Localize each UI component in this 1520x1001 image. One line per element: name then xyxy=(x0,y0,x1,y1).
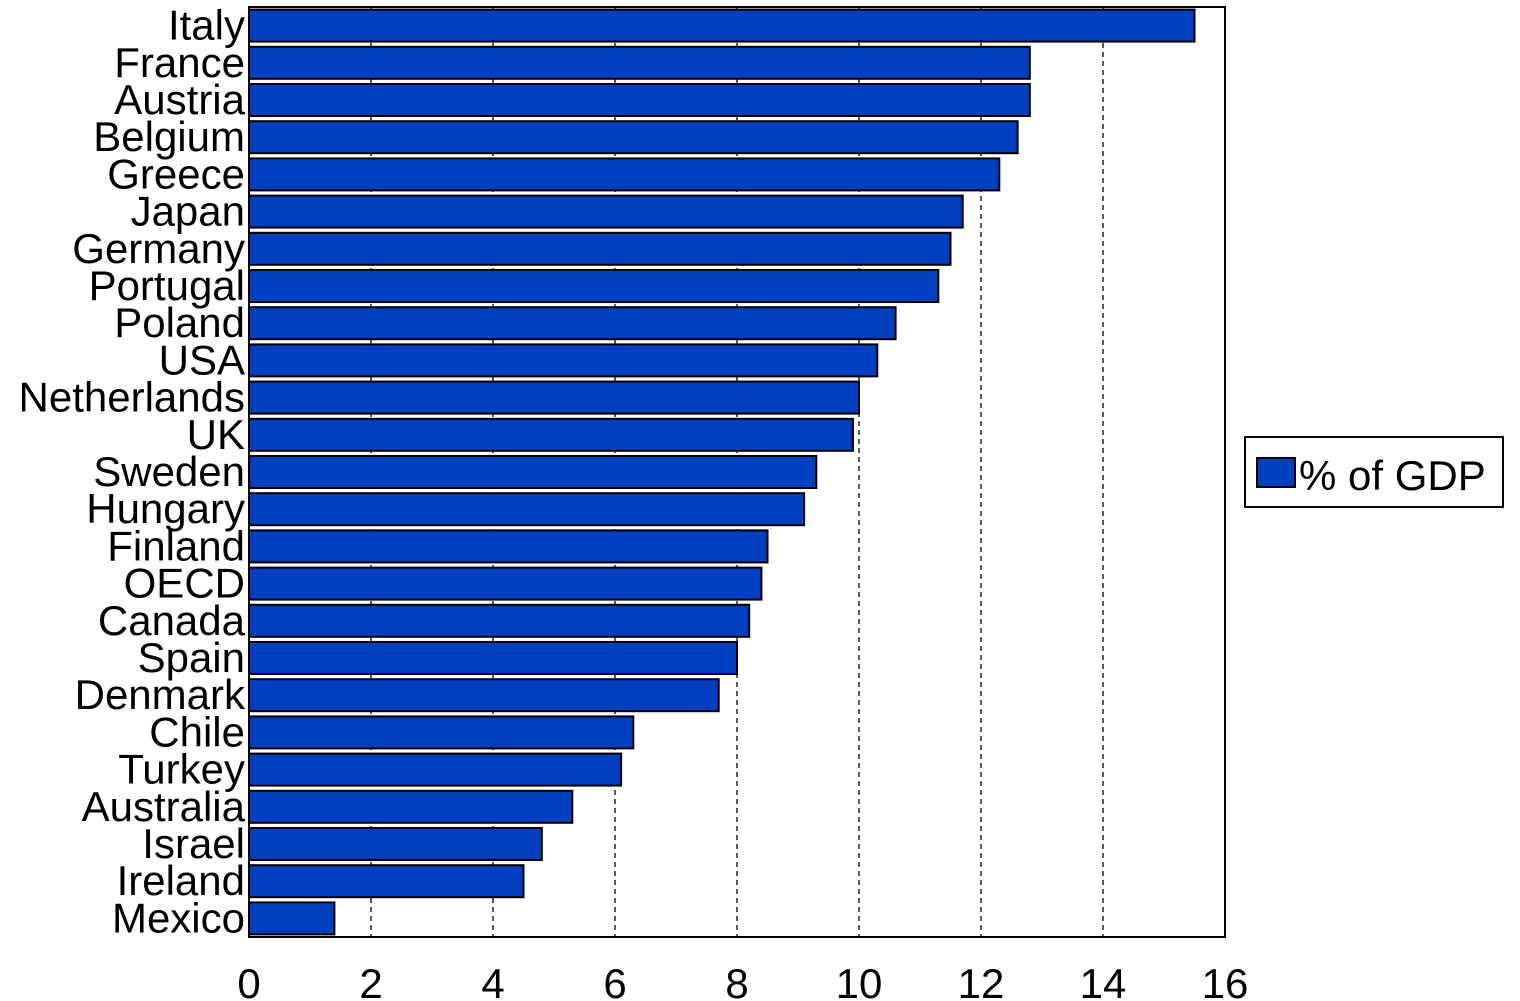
x-tick-label-14: 14 xyxy=(1080,960,1127,1001)
category-label-spain: Spain xyxy=(138,634,245,681)
category-label-usa: USA xyxy=(159,336,245,383)
bar-poland xyxy=(248,306,897,341)
bar-denmark xyxy=(248,678,720,713)
category-label-israel: Israel xyxy=(142,820,245,867)
bar-austria xyxy=(248,83,1031,117)
x-tick-labels: 0 2 4 6 8 10 12 14 16 xyxy=(237,960,1248,1001)
category-label-chile: Chile xyxy=(149,708,245,755)
x-tick-label-6: 6 xyxy=(603,960,626,1001)
bar-france xyxy=(248,45,1031,80)
bar-uk xyxy=(248,417,854,452)
legend-swatch xyxy=(1256,457,1296,488)
x-tick-label-0: 0 xyxy=(237,960,260,1001)
bar-portugal xyxy=(248,269,940,303)
category-label-greece: Greece xyxy=(107,150,245,197)
category-label-netherlands: Netherlands xyxy=(19,374,245,421)
bar-greece xyxy=(248,157,1001,192)
plot-frame xyxy=(248,6,1226,938)
bar-canada xyxy=(248,603,751,638)
category-label-ireland: Ireland xyxy=(117,857,245,904)
category-label-finland: Finland xyxy=(107,522,245,569)
category-labels: ItalyFranceAustriaBelgiumGreeceJapanGerm… xyxy=(19,2,246,942)
bar-netherlands xyxy=(248,380,860,415)
x-tick-label-10: 10 xyxy=(836,960,883,1001)
bar-oecd xyxy=(248,566,763,601)
x-tick-label-8: 8 xyxy=(725,960,748,1001)
bar-chile xyxy=(248,715,635,750)
bar-spain xyxy=(248,641,738,675)
bars xyxy=(248,8,1196,936)
category-label-austria: Austria xyxy=(114,76,245,123)
bar-mexico xyxy=(248,901,336,936)
category-label-australia: Australia xyxy=(82,783,246,830)
category-label-france: France xyxy=(114,39,245,86)
category-label-italy: Italy xyxy=(168,2,245,49)
bar-italy xyxy=(248,8,1196,43)
bar-belgium xyxy=(248,120,1019,155)
bar-germany xyxy=(248,231,952,266)
category-label-hungary: Hungary xyxy=(86,485,245,532)
category-label-uk: UK xyxy=(187,411,245,458)
bar-australia xyxy=(248,789,574,824)
category-label-poland: Poland xyxy=(114,299,245,346)
bar-japan xyxy=(248,194,964,229)
category-label-canada: Canada xyxy=(98,597,246,644)
bar-hungary xyxy=(248,492,806,527)
bar-israel xyxy=(248,827,543,861)
x-tick-label-16: 16 xyxy=(1202,960,1249,1001)
category-label-mexico: Mexico xyxy=(112,894,245,941)
bar-ireland xyxy=(248,864,525,899)
bar-sweden xyxy=(248,455,818,489)
bar-usa xyxy=(248,343,879,378)
category-label-portugal: Portugal xyxy=(89,262,245,309)
bar-finland xyxy=(248,529,769,564)
bar-turkey xyxy=(248,752,623,787)
legend: % of GDP xyxy=(1244,436,1504,508)
category-label-germany: Germany xyxy=(72,225,245,272)
category-label-japan: Japan xyxy=(131,188,245,235)
category-label-denmark: Denmark xyxy=(75,671,246,718)
x-tick-label-2: 2 xyxy=(359,960,382,1001)
category-label-turkey: Turkey xyxy=(118,746,245,793)
x-tick-label-4: 4 xyxy=(481,960,504,1001)
x-tick-label-12: 12 xyxy=(958,960,1005,1001)
category-label-sweden: Sweden xyxy=(93,448,245,495)
category-label-oecd: OECD xyxy=(124,560,245,607)
category-label-belgium: Belgium xyxy=(93,113,245,160)
legend-label: % of GDP xyxy=(1299,452,1486,499)
